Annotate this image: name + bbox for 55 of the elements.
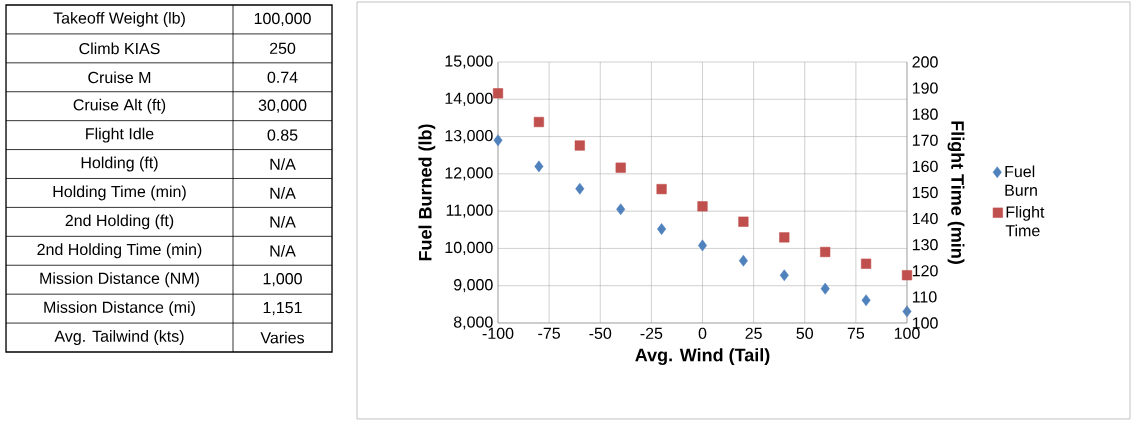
y2-tick-label: 120 <box>912 265 938 277</box>
text: 30,000 <box>258 99 307 113</box>
y-axis-title: Fuel Burned (lb) <box>418 124 436 261</box>
text: N/A <box>270 244 296 257</box>
text: 100,000 <box>254 12 311 27</box>
y-tick-label: 11,000 <box>446 204 493 218</box>
y2-tick-label: 180 <box>912 108 938 120</box>
legend-label: Flight Time <box>1005 205 1045 237</box>
text: 2nd Holding Time (min) <box>37 243 202 259</box>
x-tick-label: -50 <box>589 327 612 340</box>
y2-tick-label: 170 <box>912 134 938 146</box>
text: Holding Time (min) <box>53 185 186 201</box>
x-tick-label: 25 <box>745 327 762 340</box>
text: Cruise Alt (ft) <box>73 98 166 114</box>
text: Varies <box>260 331 305 344</box>
y-tick-label: 10,000 <box>445 241 493 256</box>
text: 2nd Holding (ft) <box>65 214 174 230</box>
text: N/A <box>270 187 296 199</box>
x-tick-label: -75 <box>538 327 561 339</box>
x-axis-title: Avg. Wind (Tail) <box>635 348 770 366</box>
x-tick-label: 50 <box>796 327 814 340</box>
text: Flight Idle <box>86 127 154 143</box>
text: Takeoff Weight (lb) <box>53 12 185 27</box>
text: Climb KIAS <box>79 42 160 55</box>
y-tick-label: 13,000 <box>445 129 493 144</box>
text: N/A <box>270 158 296 170</box>
x-tick-label: 0 <box>698 327 707 340</box>
text: 0.85 <box>267 129 298 141</box>
text: N/A <box>270 216 296 228</box>
x-tick-label: 100 <box>894 327 920 340</box>
text: Cruise M <box>88 71 151 84</box>
text: Mission Distance (mi) <box>44 301 195 317</box>
y-tick-label: 15,000 <box>445 55 493 69</box>
y2-tick-label: 160 <box>912 160 938 173</box>
y-tick-label: 14,000 <box>445 92 493 106</box>
text: Avg. Tailwind (kts) <box>54 330 184 345</box>
text: Mission Distance (NM) <box>40 272 199 288</box>
x-tick-label: 75 <box>847 327 865 339</box>
text: 250 <box>269 42 296 55</box>
text: 0.74 <box>267 71 298 83</box>
y2-tick-label: 150 <box>912 186 938 199</box>
x-tick-label: -25 <box>640 327 663 340</box>
y-tick-label: 9,000 <box>454 279 493 293</box>
y2-tick-label: 200 <box>912 56 938 68</box>
y2-tick-label: 100 <box>912 317 938 329</box>
text: 1,000 <box>263 273 302 287</box>
y2-axis-title: Flight Time (min) <box>947 121 965 264</box>
text: Holding (ft) <box>81 156 158 172</box>
text: 1,151 <box>263 302 302 316</box>
y2-tick-label: 110 <box>912 291 937 303</box>
legend-label: Fuel Burn <box>1005 165 1037 196</box>
y2-tick-label: 190 <box>912 82 938 94</box>
y2-tick-label: 130 <box>912 239 938 251</box>
y-tick-label: 12,000 <box>445 167 493 181</box>
y2-tick-label: 140 <box>912 212 938 225</box>
